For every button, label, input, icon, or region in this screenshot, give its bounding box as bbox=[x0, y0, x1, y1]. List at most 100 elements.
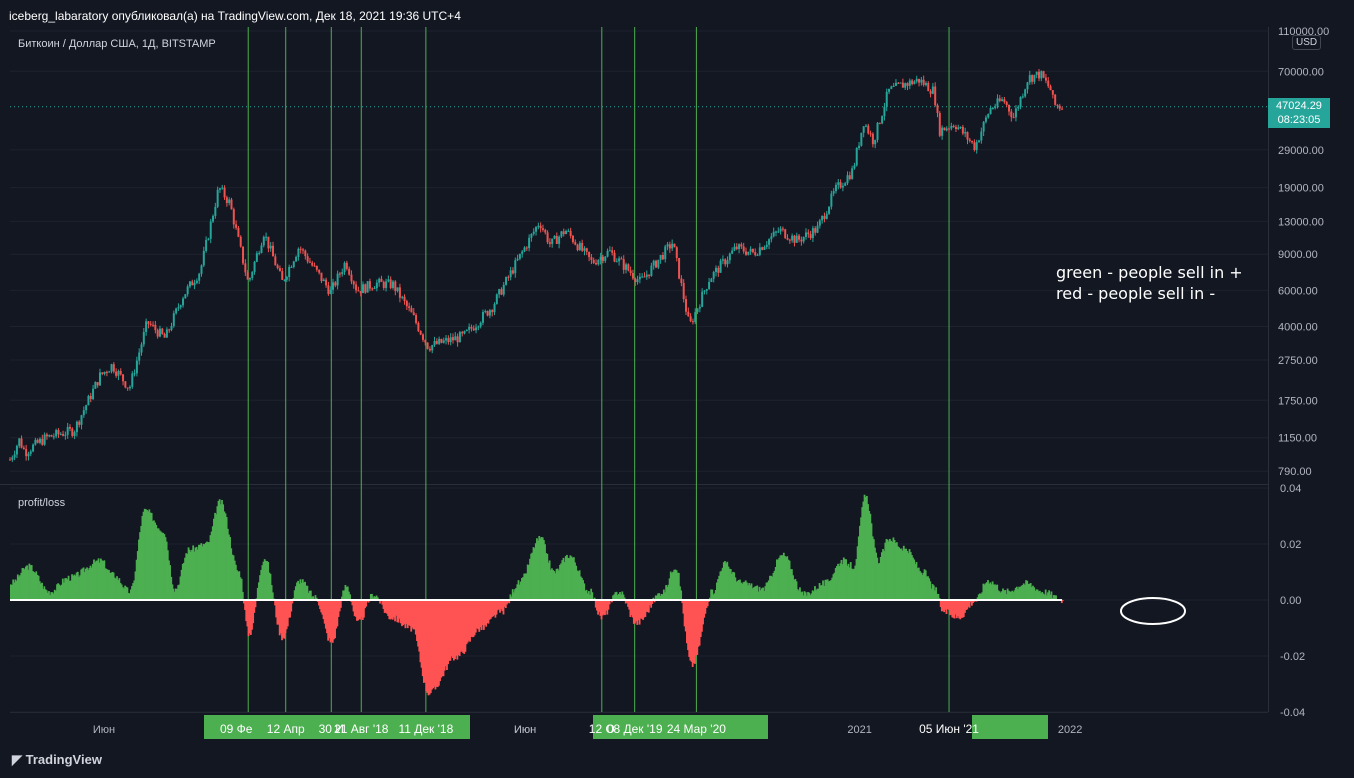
pl-bar bbox=[722, 562, 725, 601]
pl-bar bbox=[533, 548, 536, 601]
profit-loss-area[interactable] bbox=[10, 494, 1186, 696]
pl-bar bbox=[651, 600, 654, 604]
candle-body bbox=[212, 215, 215, 222]
pl-bar bbox=[41, 582, 43, 601]
candle-body bbox=[498, 289, 501, 295]
candle-body bbox=[920, 79, 923, 83]
pl-bar bbox=[781, 555, 784, 601]
pl-bar bbox=[585, 589, 588, 601]
pl-bar bbox=[1049, 594, 1052, 601]
pl-bar bbox=[777, 559, 779, 601]
pl-bar bbox=[1019, 586, 1022, 601]
pl-bar bbox=[446, 600, 448, 670]
candle-body bbox=[336, 273, 339, 286]
pl-bar bbox=[589, 594, 591, 601]
pl-bar bbox=[254, 600, 257, 608]
indicator-title[interactable]: profit/loss bbox=[18, 497, 66, 509]
pl-bar bbox=[519, 581, 522, 601]
candle-body bbox=[25, 448, 28, 457]
pl-bar bbox=[412, 600, 415, 630]
candle-body bbox=[689, 316, 692, 322]
pl-bar bbox=[461, 600, 463, 652]
pl-bar bbox=[845, 559, 848, 601]
price-axis[interactable]: 110000.00 70000.00 29000.00 19000.00 13000.0… bbox=[93, 26, 1329, 736]
candle-body bbox=[80, 415, 83, 425]
candle-body bbox=[671, 243, 674, 249]
pl-bar bbox=[1022, 583, 1025, 601]
pl-bar bbox=[305, 585, 308, 601]
pl-bar bbox=[472, 600, 475, 637]
pl-bar bbox=[201, 546, 204, 601]
pl-bar bbox=[28, 563, 31, 601]
circle-annotation[interactable] bbox=[1120, 597, 1186, 625]
tradingview-logo[interactable]: ◤ TradingView bbox=[12, 752, 102, 768]
pl-bar bbox=[391, 600, 394, 620]
pl-bar bbox=[724, 561, 726, 601]
price-series[interactable] bbox=[9, 68, 1064, 462]
pl-bar bbox=[957, 600, 959, 617]
pl-bar bbox=[508, 600, 511, 604]
candle-body bbox=[481, 312, 484, 323]
candle-body bbox=[941, 127, 944, 136]
candle-body bbox=[468, 326, 471, 330]
pl-bar bbox=[413, 600, 416, 630]
pl-bar bbox=[43, 586, 46, 601]
symbol-title[interactable]: Биткоин / Доллар США, 1Д, BITSTAMP bbox=[18, 38, 216, 50]
pl-bar bbox=[311, 596, 313, 601]
pl-bar bbox=[245, 600, 248, 622]
pl-bar bbox=[1007, 590, 1010, 601]
pl-bar bbox=[654, 595, 657, 601]
pl-bar bbox=[434, 600, 437, 690]
pl-bar bbox=[26, 565, 28, 601]
pl-bar bbox=[387, 600, 390, 616]
pl-bar bbox=[10, 584, 12, 601]
pl-bar bbox=[811, 590, 814, 601]
candle-body bbox=[412, 312, 415, 316]
pl-bar bbox=[808, 592, 811, 601]
candle-body bbox=[105, 371, 108, 373]
pl-bar bbox=[278, 600, 281, 636]
candle-body bbox=[864, 125, 867, 127]
pl-bar bbox=[125, 586, 128, 601]
pl-bar bbox=[406, 600, 409, 629]
pl-bar bbox=[636, 600, 639, 625]
candle-body bbox=[987, 114, 990, 118]
pl-bar bbox=[360, 600, 363, 617]
pl-bar bbox=[335, 600, 338, 629]
pl-bar bbox=[191, 549, 193, 601]
pl-bar bbox=[58, 584, 61, 601]
pl-bar bbox=[810, 593, 813, 601]
candle-body bbox=[18, 438, 21, 446]
candle-body bbox=[1056, 104, 1059, 106]
pl-bar bbox=[402, 600, 405, 625]
pl-bar bbox=[689, 600, 692, 661]
pl-bar bbox=[497, 600, 500, 610]
pl-bar bbox=[644, 600, 647, 617]
pl-bar bbox=[206, 541, 208, 601]
pl-bar bbox=[256, 587, 259, 601]
pl-bar bbox=[284, 600, 287, 634]
pl-bar bbox=[259, 575, 261, 601]
candle-body bbox=[629, 270, 632, 274]
candle-body bbox=[355, 284, 358, 291]
candle-body bbox=[834, 184, 837, 192]
pl-bar bbox=[364, 600, 366, 609]
pl-bar bbox=[984, 583, 987, 601]
candle-body bbox=[138, 352, 141, 361]
candle-body bbox=[313, 265, 316, 267]
pl-bar bbox=[170, 576, 173, 601]
candle-body bbox=[218, 188, 221, 190]
pl-bar bbox=[224, 513, 227, 601]
candle-body bbox=[518, 253, 521, 259]
pl-bar bbox=[945, 600, 948, 615]
candle-body bbox=[87, 395, 90, 406]
candle-body bbox=[608, 250, 611, 252]
pl-bar bbox=[275, 600, 278, 618]
pl-bar bbox=[42, 589, 45, 601]
pl-bar bbox=[417, 600, 420, 647]
pl-bar bbox=[695, 600, 698, 656]
currency-badge[interactable]: USD bbox=[1292, 35, 1322, 50]
candle-body bbox=[45, 434, 48, 437]
pl-bar bbox=[162, 532, 165, 601]
